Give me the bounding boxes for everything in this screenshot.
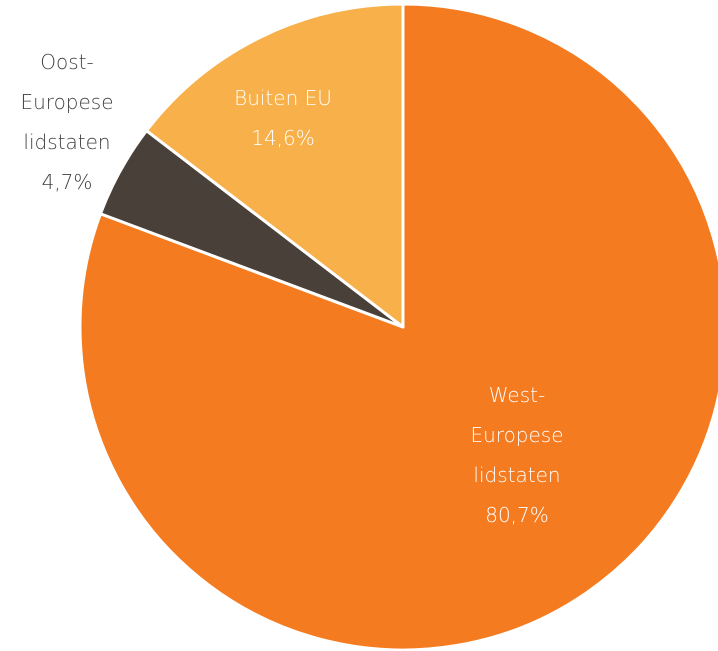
category: West- Europese lidstaten (470, 383, 564, 487)
value-label: 80,7% (485, 503, 549, 527)
value-label: 14,6% (251, 126, 315, 150)
category: Buiten EU (234, 86, 332, 110)
value-label: 4,7% (41, 170, 93, 194)
slice-label: Oost- Europese lidstaten 4,7% (20, 42, 113, 202)
category: Oost- Europese lidstaten (20, 50, 114, 154)
pie-slice (145, 2, 405, 329)
slice-label: Buiten EU 14,6% (234, 78, 332, 158)
slice-label: West- Europese lidstaten 80,7% (470, 375, 563, 535)
